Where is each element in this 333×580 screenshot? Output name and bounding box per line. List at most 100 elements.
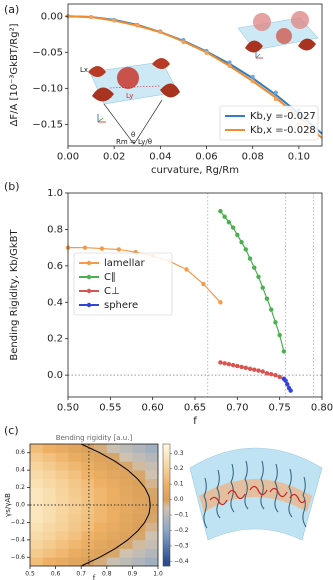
data-point [184, 267, 188, 271]
heat-cell [56, 522, 69, 531]
y-tick-label: −0.05 [32, 47, 63, 58]
y-axis-title: γs/γAB [4, 493, 12, 517]
data-point [112, 19, 116, 23]
colorbar-tick-label: −0.1 [174, 512, 189, 519]
heat-cell [68, 549, 81, 558]
data-point [252, 367, 256, 371]
y-tick-label: 0.2 [47, 334, 63, 345]
heat-cell [107, 531, 120, 540]
x-tick-label: 0.6 [51, 570, 61, 577]
heat-cell [94, 479, 107, 488]
heat-cell [94, 514, 107, 523]
heat-cell [107, 522, 120, 531]
heat-cell [145, 549, 158, 558]
heat-cell [43, 522, 56, 531]
heat-cell [81, 522, 94, 531]
data-point [261, 369, 265, 373]
data-point [239, 365, 243, 369]
heat-cell [56, 549, 69, 558]
heat-cell [56, 470, 69, 479]
x-axis-title: f [193, 416, 197, 427]
y-tick-label: 0.4 [47, 297, 63, 308]
heat-cell [43, 461, 56, 470]
heat-cell [107, 444, 120, 453]
legend-label: Kb,x =-0.028 [250, 125, 316, 136]
data-point [274, 91, 278, 95]
heat-cell [56, 514, 69, 523]
colorbar-swatch [163, 544, 170, 546]
data-point [251, 75, 255, 79]
colorbar-swatch [163, 515, 170, 517]
y-tick-label: −0.6 [10, 554, 25, 561]
data-point [218, 209, 222, 213]
heat-cell [94, 496, 107, 505]
heat-cell [30, 470, 43, 479]
panel-label: (b) [4, 180, 20, 193]
colorbar-tick-label: 0.2 [174, 465, 184, 472]
heat-cell [81, 453, 94, 462]
heat-cell [81, 470, 94, 479]
heat-cell [107, 488, 120, 497]
data-point [239, 240, 243, 244]
heat-cell [120, 479, 133, 488]
data-point [273, 373, 277, 377]
heat-cell [94, 461, 107, 470]
colorbar-swatch [163, 505, 170, 507]
colorbar-swatch [163, 513, 170, 515]
data-point [277, 375, 281, 379]
heat-cell [56, 496, 69, 505]
colorbar-swatch [163, 489, 170, 491]
heat-cell [56, 479, 69, 488]
data-point [261, 286, 265, 290]
data-point [235, 364, 239, 368]
y-tick-label: 0.2 [15, 484, 25, 491]
heat-cell [30, 549, 43, 558]
heat-cell [68, 496, 81, 505]
heat-cell [120, 444, 133, 453]
heat-cell [81, 531, 94, 540]
colorbar-swatch [163, 454, 170, 456]
data-point [248, 256, 252, 260]
data-point [205, 51, 209, 55]
colorbar-swatch [163, 446, 170, 448]
heat-cell [120, 531, 133, 540]
y-tick-label: 0.0 [47, 370, 63, 381]
data-point [269, 307, 273, 311]
colorbar-swatch [163, 485, 170, 487]
x-axis-title: curvature, Rg/Rm [151, 165, 239, 176]
colorbar-swatch [163, 525, 170, 527]
heat-cell [120, 522, 133, 531]
heat-cell [132, 488, 145, 497]
data-point [251, 79, 255, 83]
data-point [265, 296, 269, 300]
heat-cell [43, 505, 56, 514]
heat-cell [81, 540, 94, 549]
data-point [222, 361, 226, 365]
heat-cell [30, 461, 43, 470]
x-tick-label: 0.04 [149, 152, 171, 163]
data-point [248, 367, 252, 371]
heat-cell [132, 505, 145, 514]
panel-label: (a) [4, 3, 19, 16]
heat-cell [68, 453, 81, 462]
heat-cell [81, 549, 94, 558]
colorbar-swatch [163, 540, 170, 542]
chart-panel: 0.30.20.10.0−0.1−0.2−0.3−0.4Bending rigi… [4, 434, 189, 580]
colorbar-swatch [163, 560, 170, 562]
colorbar-swatch [163, 554, 170, 556]
heat-cell [107, 505, 120, 514]
x-tick-label: 0.10 [288, 152, 310, 163]
colorbar-swatch [163, 517, 170, 519]
x-tick-label: 0.00 [57, 152, 79, 163]
colorbar-tick-label: −0.2 [174, 527, 189, 534]
y-tick-label: −0.15 [32, 119, 63, 130]
heat-cell [120, 496, 133, 505]
colorbar-swatch [163, 562, 170, 564]
data-point [277, 333, 281, 337]
heat-cell [94, 488, 107, 497]
heat-cell [94, 470, 107, 479]
heat-cell [120, 488, 133, 497]
colorbar-tick-label: 0.1 [174, 481, 184, 488]
heat-cell [132, 461, 145, 470]
heat-cell [132, 531, 145, 540]
